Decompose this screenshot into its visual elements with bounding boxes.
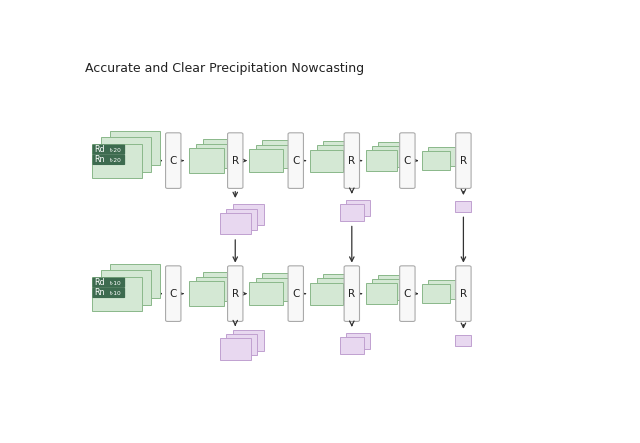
Text: R: R: [348, 155, 355, 166]
Bar: [340, 204, 364, 221]
Text: C: C: [404, 289, 411, 299]
FancyBboxPatch shape: [456, 133, 471, 188]
FancyBboxPatch shape: [456, 266, 471, 322]
Text: t-20: t-20: [110, 159, 122, 163]
Text: R: R: [232, 155, 239, 166]
Text: C: C: [170, 155, 177, 166]
Text: t-10: t-10: [110, 281, 122, 286]
Bar: [372, 279, 403, 300]
FancyBboxPatch shape: [228, 133, 243, 188]
Bar: [378, 275, 409, 296]
Text: t-20: t-20: [110, 148, 122, 153]
Bar: [372, 146, 403, 167]
Bar: [110, 131, 160, 165]
Bar: [255, 144, 289, 168]
FancyBboxPatch shape: [288, 266, 303, 322]
Bar: [202, 272, 238, 296]
Bar: [110, 264, 160, 299]
Bar: [196, 144, 231, 168]
Bar: [428, 280, 456, 299]
Text: C: C: [404, 155, 411, 166]
Text: C: C: [292, 155, 300, 166]
Bar: [346, 200, 370, 216]
FancyBboxPatch shape: [344, 133, 360, 188]
Bar: [262, 273, 296, 296]
Text: R: R: [348, 289, 355, 299]
Bar: [310, 283, 342, 305]
Bar: [227, 209, 257, 230]
FancyBboxPatch shape: [92, 288, 125, 298]
Bar: [340, 338, 364, 354]
Bar: [317, 278, 349, 300]
Text: Rd: Rd: [95, 278, 105, 287]
Bar: [323, 274, 356, 296]
Bar: [422, 284, 450, 303]
Bar: [323, 141, 356, 163]
Bar: [366, 150, 397, 171]
Text: R: R: [460, 155, 467, 166]
Bar: [428, 147, 456, 166]
Bar: [220, 338, 251, 360]
Bar: [456, 335, 471, 346]
Text: t-10: t-10: [110, 291, 122, 296]
Bar: [101, 137, 151, 171]
Bar: [233, 330, 264, 351]
Bar: [196, 276, 231, 301]
Bar: [249, 282, 283, 305]
FancyBboxPatch shape: [92, 155, 125, 165]
FancyBboxPatch shape: [92, 278, 125, 288]
Bar: [92, 144, 142, 178]
Bar: [227, 334, 257, 355]
FancyBboxPatch shape: [166, 133, 181, 188]
Text: Rn: Rn: [95, 155, 105, 164]
Bar: [346, 333, 370, 350]
Text: C: C: [170, 289, 177, 299]
Bar: [378, 142, 409, 163]
FancyBboxPatch shape: [228, 266, 243, 322]
Text: C: C: [292, 289, 300, 299]
Bar: [101, 270, 151, 304]
Bar: [189, 148, 225, 173]
FancyBboxPatch shape: [399, 266, 415, 322]
Bar: [189, 281, 225, 306]
Bar: [262, 140, 296, 163]
Bar: [317, 145, 349, 167]
Bar: [366, 283, 397, 304]
FancyBboxPatch shape: [344, 266, 360, 322]
Bar: [255, 278, 289, 301]
Bar: [220, 213, 251, 234]
Bar: [422, 151, 450, 170]
Bar: [92, 276, 142, 311]
Text: Accurate and Clear Precipitation Nowcasting: Accurate and Clear Precipitation Nowcast…: [85, 62, 364, 75]
FancyBboxPatch shape: [399, 133, 415, 188]
Text: R: R: [232, 289, 239, 299]
Bar: [202, 139, 238, 163]
Text: Rn: Rn: [95, 288, 105, 297]
Bar: [233, 204, 264, 225]
FancyBboxPatch shape: [92, 144, 125, 155]
Bar: [249, 149, 283, 172]
Bar: [456, 202, 471, 212]
Bar: [310, 150, 342, 172]
Text: Rd: Rd: [95, 145, 105, 154]
FancyBboxPatch shape: [166, 266, 181, 322]
Text: R: R: [460, 289, 467, 299]
FancyBboxPatch shape: [288, 133, 303, 188]
